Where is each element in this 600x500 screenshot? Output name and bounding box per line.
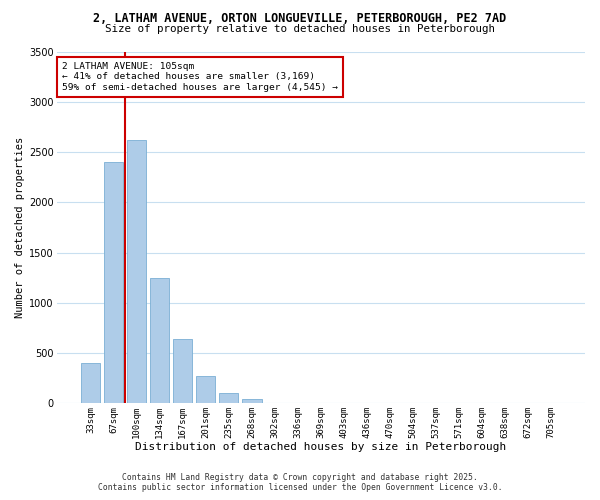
Bar	[219, 393, 238, 404]
X-axis label: Distribution of detached houses by size in Peterborough: Distribution of detached houses by size …	[135, 442, 506, 452]
Text: 2, LATHAM AVENUE, ORTON LONGUEVILLE, PETERBOROUGH, PE2 7AD: 2, LATHAM AVENUE, ORTON LONGUEVILLE, PET…	[94, 12, 506, 26]
Bar	[104, 162, 124, 404]
Bar	[127, 140, 146, 404]
Text: Size of property relative to detached houses in Peterborough: Size of property relative to detached ho…	[105, 24, 495, 34]
Bar	[150, 278, 169, 404]
Bar	[196, 376, 215, 404]
Bar	[173, 339, 193, 404]
Y-axis label: Number of detached properties: Number of detached properties	[15, 137, 25, 318]
Text: 2 LATHAM AVENUE: 105sqm
← 41% of detached houses are smaller (3,169)
59% of semi: 2 LATHAM AVENUE: 105sqm ← 41% of detache…	[62, 62, 338, 92]
Text: Contains HM Land Registry data © Crown copyright and database right 2025.
Contai: Contains HM Land Registry data © Crown c…	[98, 473, 502, 492]
Bar	[81, 363, 100, 404]
Bar	[242, 399, 262, 404]
